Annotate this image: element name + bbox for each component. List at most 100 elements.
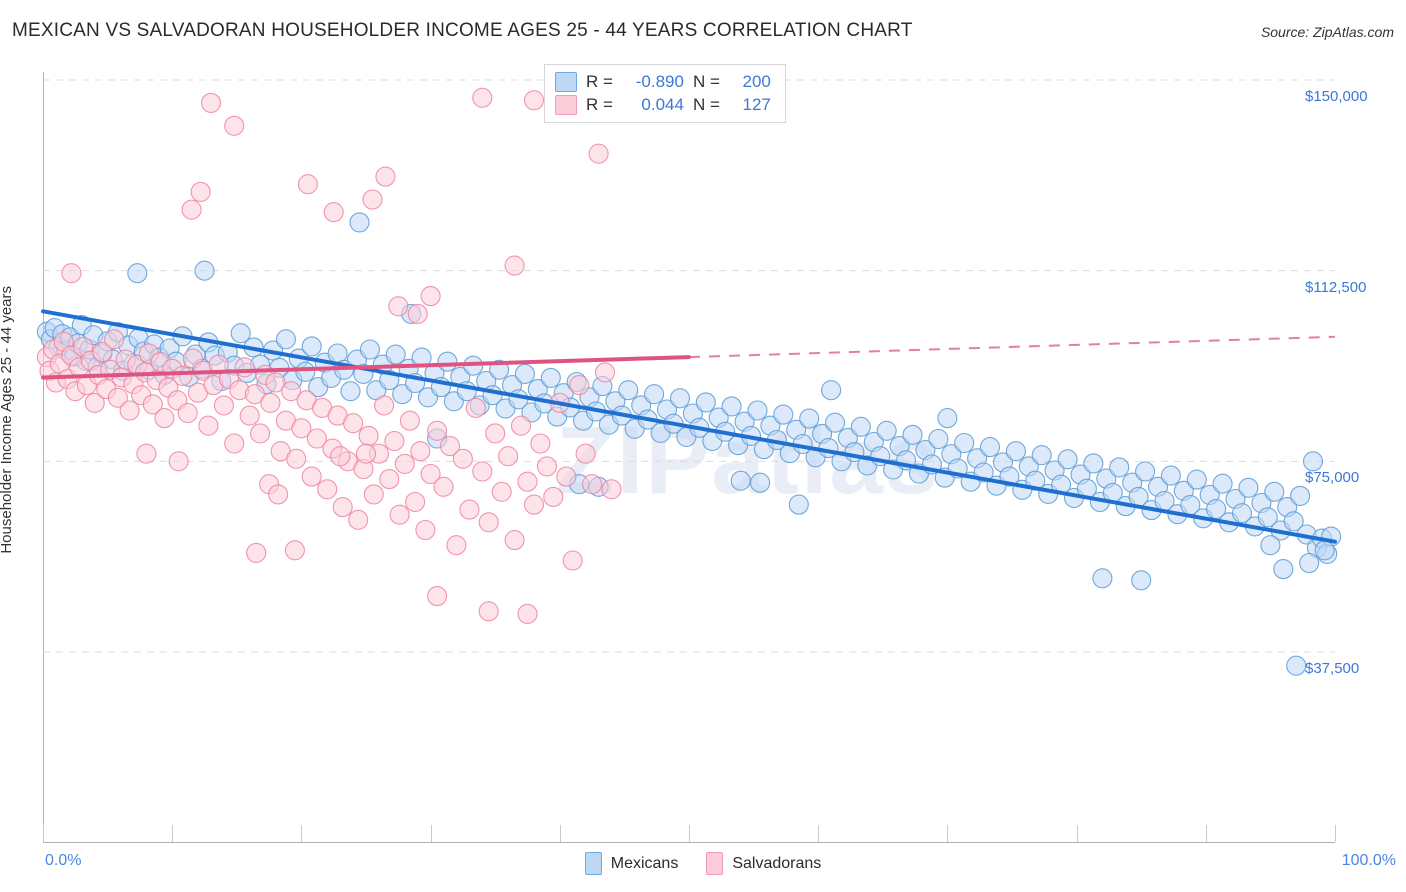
series-swatch-mexicans: [584, 852, 602, 875]
scatter-point: [730, 470, 751, 491]
scatter-point: [1005, 441, 1026, 462]
scatter-point: [1057, 449, 1078, 470]
y-axis-label: $150,000: [1305, 88, 1368, 105]
scatter-point: [472, 461, 493, 482]
x-axis-label-min: 0.0%: [45, 852, 82, 869]
scatter-point: [275, 329, 296, 350]
scatter-point: [582, 474, 603, 495]
scatter-point: [420, 286, 441, 307]
scatter-point: [268, 484, 289, 505]
y-axis-label: $112,500: [1305, 278, 1367, 296]
scatter-point: [439, 436, 461, 457]
scatter-point: [1238, 477, 1259, 498]
scatter-point: [523, 90, 545, 111]
scatter-point: [569, 375, 590, 396]
scatter-point: [392, 384, 413, 405]
x-axis-tick: [559, 825, 561, 842]
x-axis-tick: [818, 825, 820, 842]
scatter-point: [523, 494, 545, 515]
x-axis-tick: [172, 825, 174, 842]
scatter-point: [168, 451, 189, 472]
scatter-point: [104, 329, 125, 350]
scatter-point: [142, 394, 163, 415]
series-legend: Mexicans Salvadorans: [0, 852, 1406, 875]
scatter-point: [902, 424, 923, 445]
scatter-point: [363, 484, 384, 505]
scatter-point: [478, 601, 499, 622]
scatter-point: [224, 115, 245, 136]
scatter-point: [384, 430, 405, 452]
scatter-point: [747, 400, 768, 421]
scatter-point: [136, 443, 157, 464]
scatter-point: [954, 432, 975, 454]
scatter-point: [306, 428, 327, 449]
scatter-point: [876, 420, 897, 441]
scatter-points-layer: [36, 87, 1342, 676]
page-title: MEXICAN VS SALVADORAN HOUSEHOLDER INCOME…: [12, 20, 913, 41]
scatter-point: [84, 392, 105, 413]
scatter-point: [250, 423, 271, 444]
scatter-point: [119, 400, 140, 421]
scatter-point: [405, 491, 426, 513]
scatter-point: [562, 550, 583, 571]
scatter-point: [491, 481, 512, 502]
x-axis-tick: [1076, 825, 1078, 842]
scatter-point: [530, 433, 551, 454]
y-axis-label: $75,000: [1305, 469, 1360, 487]
scatter-point: [107, 387, 128, 408]
n-value-mexicans: 200: [742, 72, 771, 91]
scatter-point: [246, 542, 267, 563]
scatter-point: [1302, 451, 1324, 472]
scatter-point: [427, 420, 448, 441]
x-axis-tick: [430, 825, 432, 842]
scatter-point: [208, 354, 229, 375]
x-axis-tick: [43, 825, 44, 842]
scatter-point: [301, 466, 322, 487]
scatter-point: [343, 413, 364, 434]
scatter-point: [979, 437, 1001, 458]
scatter-point: [472, 87, 493, 108]
scatter-point: [1031, 445, 1052, 466]
scatter-point: [244, 384, 265, 405]
scatter-point: [61, 263, 82, 284]
series-label-salvadorans: Salvadorans: [732, 854, 822, 872]
x-axis-line: [43, 842, 1335, 843]
scatter-point: [504, 255, 525, 276]
scatter-point: [410, 441, 431, 462]
series-legend-item-mexicans[interactable]: Mexicans: [584, 852, 678, 875]
y-axis-title: Householder Income Ages 25 - 44 years: [0, 286, 15, 554]
source-attribution: Source: ZipAtlas.com: [1260, 24, 1394, 40]
legend-swatch-salvadorans: [555, 95, 577, 115]
y-axis-label: $37,500: [1305, 660, 1360, 677]
scatter-point: [575, 443, 596, 464]
scatter-point: [415, 519, 436, 541]
r-value-salvadorans: 0.044: [641, 95, 684, 114]
scatter-point: [291, 418, 312, 439]
scatter-point: [388, 296, 409, 317]
scatter-point: [1264, 481, 1285, 502]
scatter-point: [301, 336, 322, 357]
scatter-point: [498, 446, 519, 467]
scatter-point: [928, 428, 949, 450]
scatter-point: [459, 499, 480, 520]
scatter-point: [540, 367, 561, 388]
scatter-point: [348, 509, 369, 530]
scatter-point: [92, 341, 113, 363]
scatter-point: [154, 408, 175, 429]
series-legend-item-salvadorans[interactable]: Salvadorans: [706, 852, 821, 875]
scatter-point: [330, 446, 351, 467]
scatter-point: [385, 344, 406, 365]
x-axis-tick: [947, 825, 949, 842]
legend-row-mexicans: R = -0.890 N = 200: [555, 72, 771, 92]
scatter-point: [407, 303, 428, 324]
scatter-point: [284, 540, 305, 561]
scatter-point: [1131, 570, 1152, 591]
scatter-point: [773, 404, 794, 425]
scatter-point: [375, 166, 396, 187]
scatter-point: [332, 497, 353, 518]
n-label-mexicans: N =: [692, 72, 720, 91]
scatter-point: [788, 494, 809, 515]
scatter-point: [601, 479, 622, 500]
legend-row-salvadorans: R = 0.044 N = 127: [555, 95, 771, 115]
